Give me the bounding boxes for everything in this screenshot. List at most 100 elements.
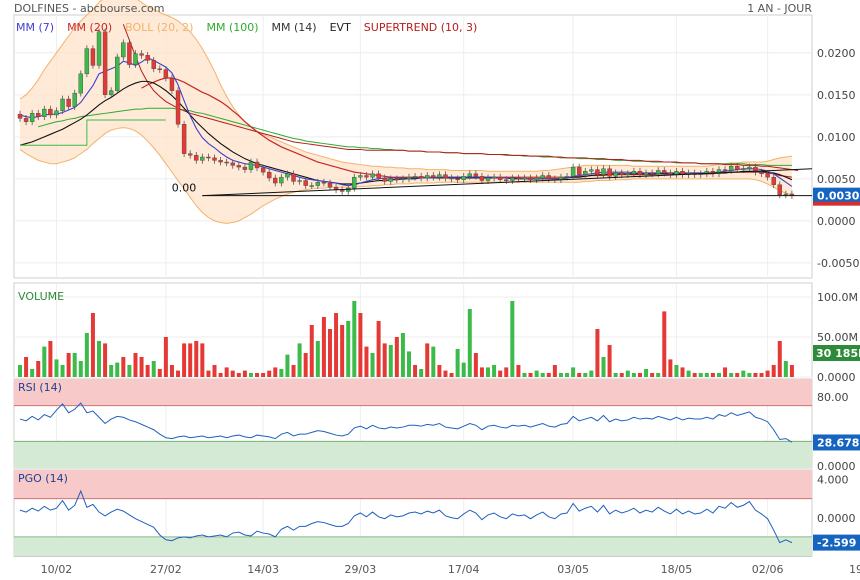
volume-bar: [607, 345, 612, 377]
volume-bar: [382, 343, 387, 377]
candle-body: [485, 177, 491, 181]
rsi-line: [19, 402, 793, 443]
volume-bar: [729, 373, 734, 377]
volume-bar: [723, 367, 728, 377]
chart-period[interactable]: 1 AN - JOUR: [747, 2, 812, 15]
candle-body: [449, 177, 454, 180]
volume-bar: [90, 313, 95, 377]
candle-body: [570, 166, 576, 177]
volume-y-tick: 50.00M: [817, 331, 858, 344]
volume-bar: [571, 367, 576, 377]
legend-item[interactable]: MM (100): [206, 21, 259, 34]
candle-body: [522, 177, 527, 180]
candle-body: [175, 90, 181, 125]
candle-body: [376, 173, 381, 179]
candle-body: [218, 160, 223, 163]
candle-body: [48, 108, 53, 116]
pgo-value-tag: [813, 534, 860, 551]
volume-bar: [115, 362, 120, 377]
volume-bar: [340, 325, 345, 377]
volume-bar: [486, 367, 491, 377]
legend-item[interactable]: BOLL (20, 2): [125, 21, 194, 34]
candle-body: [364, 175, 369, 178]
x-tick-label: 18/05: [661, 563, 693, 576]
volume-bar: [765, 370, 770, 377]
candle-body: [267, 171, 272, 179]
candle-body: [321, 182, 327, 184]
volume-bar: [327, 329, 332, 377]
bollinger-band: [20, 0, 792, 224]
candle-body: [710, 171, 716, 175]
candle-body: [358, 175, 363, 178]
legend-item[interactable]: MM (7): [16, 21, 55, 34]
candle-body: [212, 157, 217, 161]
candle-body: [777, 184, 782, 196]
volume-bar: [759, 373, 764, 377]
pgo-last-value: -2.599: [817, 537, 856, 550]
volume-value-tag: [813, 345, 860, 361]
volume-bar: [224, 367, 229, 377]
volume-bar: [540, 373, 545, 377]
candle-body: [534, 177, 539, 180]
legend-item[interactable]: EVT: [329, 21, 351, 34]
volume-bar: [364, 346, 369, 377]
volume-bar: [413, 365, 418, 377]
volume-bar: [145, 365, 150, 377]
candle-body: [437, 174, 442, 178]
price-y-tick: -0.0050: [817, 257, 859, 270]
volume-bar: [425, 343, 430, 377]
volume-bar: [753, 373, 758, 377]
chart-symbol-title: DOLFINES - abcbourse.com: [14, 2, 165, 15]
candle-body: [248, 161, 254, 170]
volume-bar: [565, 373, 570, 377]
x-tick-label: 17/04: [448, 563, 480, 576]
volume-bar: [97, 341, 102, 377]
volume-bar: [346, 321, 351, 377]
legend-item[interactable]: SUPERTREND (10, 3): [363, 21, 478, 34]
volume-bar: [121, 357, 126, 377]
legend-item[interactable]: MM (14): [271, 21, 317, 34]
volume-bar: [516, 365, 521, 377]
candle-body: [84, 48, 90, 75]
x-tick-label: 19/06: [849, 563, 860, 576]
volume-bar: [631, 373, 636, 377]
candle-body: [668, 172, 673, 175]
volume-bar: [279, 369, 284, 377]
candle-body: [741, 168, 746, 170]
price-y-tick: 0.0100: [817, 131, 856, 144]
candle-body: [370, 173, 375, 178]
candle-body: [230, 162, 235, 166]
volume-bar: [692, 373, 697, 377]
volume-bar: [285, 354, 290, 377]
candle-body: [108, 90, 114, 96]
candle-body: [637, 171, 643, 175]
volume-bar: [637, 373, 642, 377]
candle-body: [613, 172, 618, 177]
volume-bar: [698, 373, 703, 377]
candle-body: [625, 173, 631, 176]
candle-body: [412, 176, 418, 178]
legend-item[interactable]: MM (20): [67, 21, 113, 34]
volume-bar: [577, 373, 582, 377]
rsi-last-value: 28.678: [817, 436, 859, 449]
candle-body: [96, 31, 102, 66]
candle-body: [102, 31, 108, 96]
pgo-lower-zone: [14, 536, 812, 556]
volume-bar: [473, 353, 478, 377]
volume-last-value: 30 185K: [816, 347, 860, 360]
supertrend-line: [122, 24, 799, 171]
volume-bar: [24, 357, 29, 377]
volume-bar: [248, 373, 253, 377]
bollinger-upper-line: [19, 0, 792, 172]
volume-bar: [686, 370, 691, 377]
volume-bar: [267, 370, 272, 377]
candle-body: [425, 175, 430, 179]
volume-y-tick: 0.0000: [817, 371, 856, 384]
volume-bar: [218, 373, 223, 377]
candle-body: [656, 170, 661, 175]
trend-line: [202, 168, 813, 197]
volume-bar: [498, 370, 503, 377]
volume-bar: [552, 365, 557, 377]
volume-bar: [747, 373, 752, 377]
